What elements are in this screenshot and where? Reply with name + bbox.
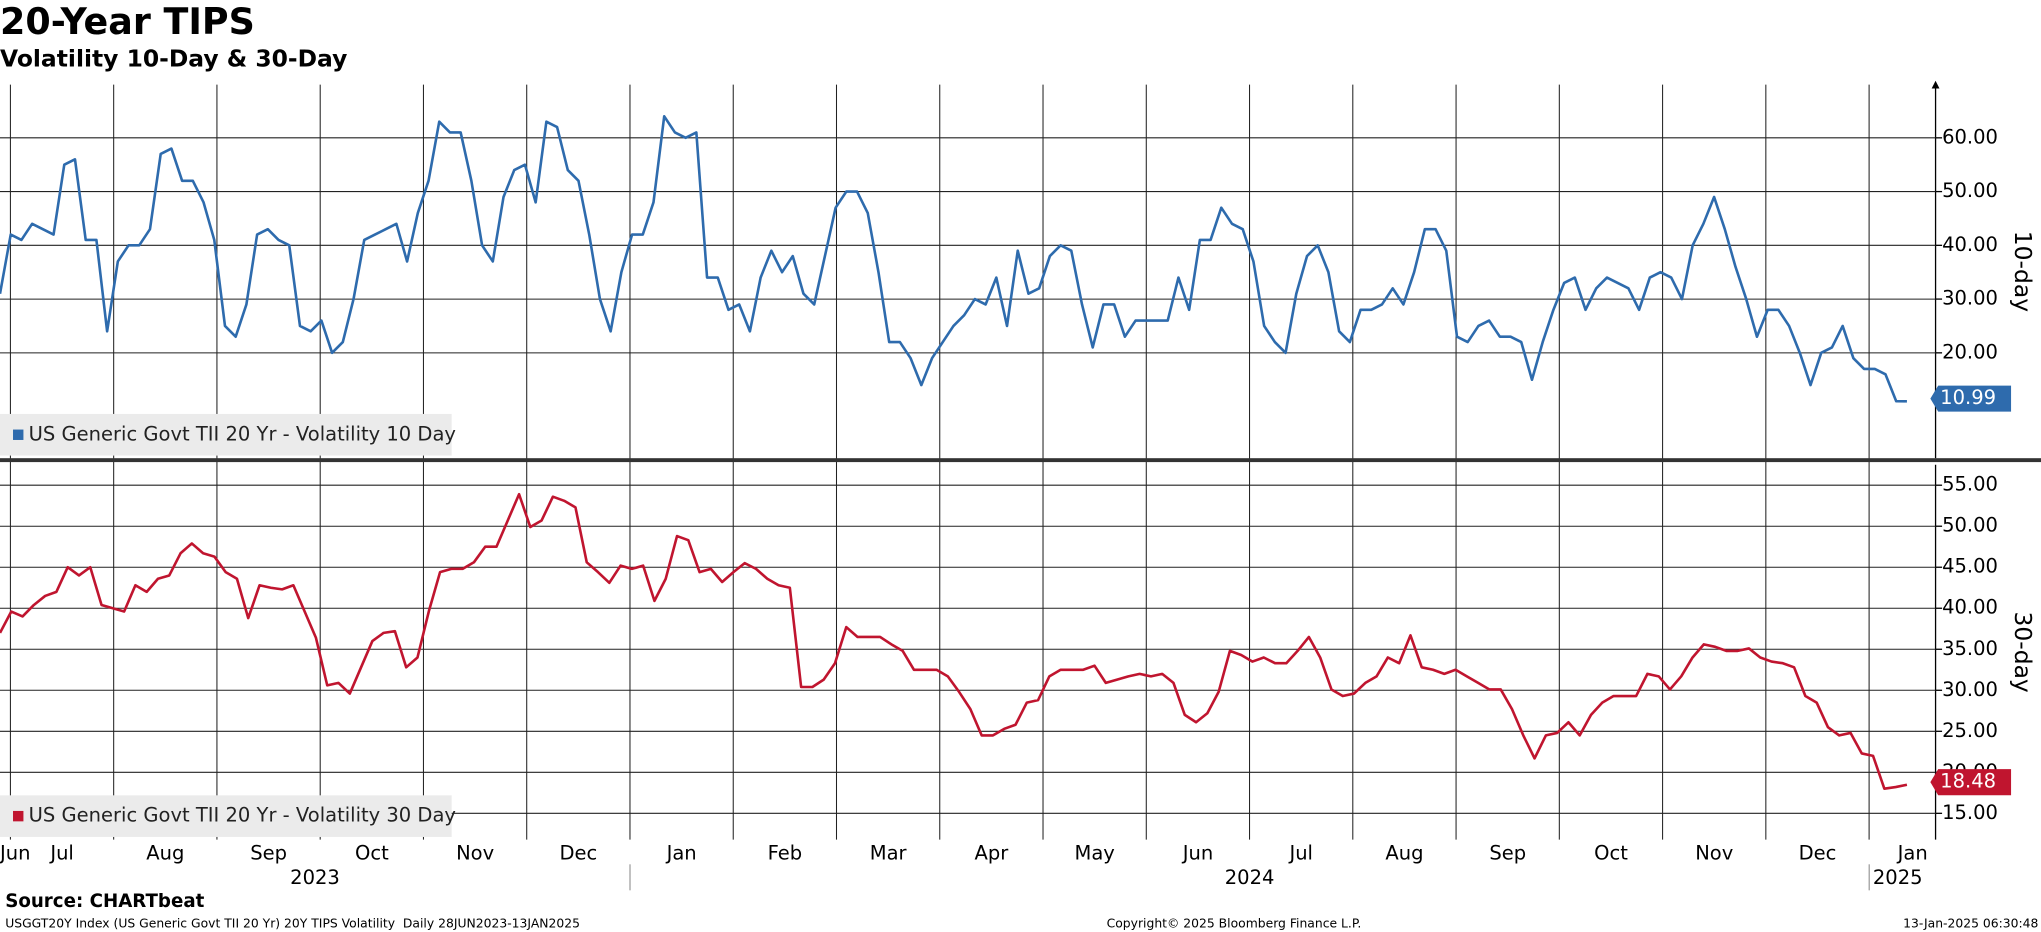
y-tick-label: 35.00	[1942, 637, 1998, 660]
x-tick-label: Oct	[355, 841, 389, 864]
x-tick-label: Sep	[250, 841, 287, 864]
x-tick-label: Aug	[1385, 841, 1423, 864]
y-axis-label: 30-day	[2009, 611, 2037, 692]
x-tick-label: Nov	[1695, 841, 1733, 864]
y-tick-label: 50.00	[1942, 514, 1998, 537]
y-tick-label: 60.00	[1942, 125, 1998, 148]
legend-background	[0, 795, 452, 837]
y-tick-label: 50.00	[1942, 179, 1998, 202]
x-tick-label: Aug	[146, 841, 184, 864]
source: Source: CHARTbeat	[5, 891, 204, 912]
chart-subtitle: Volatility 10-Day & 30-Day	[0, 44, 347, 72]
x-tick-label: Mar	[870, 841, 908, 864]
y-tick-label: 55.00	[1942, 473, 1998, 496]
y-tick-label: 25.00	[1942, 719, 1998, 742]
y-tick-label: 15.00	[1942, 801, 1998, 824]
x-tick-label: Dec	[1799, 841, 1837, 864]
y-axis-label: 10-day	[2009, 231, 2037, 312]
data-line	[0, 115, 1907, 403]
year-label: 2023	[290, 866, 340, 889]
x-tick-label: Jul	[48, 841, 74, 864]
x-tick-label: Jul	[1287, 841, 1313, 864]
last-value-box	[1930, 769, 2012, 796]
y-tick-label: 45.00	[1942, 555, 1998, 578]
x-tick-label: Feb	[768, 841, 803, 864]
footer-description: USGGT20Y Index (US Generic Govt TII 20 Y…	[5, 917, 580, 931]
y-tick-label: 30.00	[1942, 287, 1998, 310]
chart-title: 20-Year TIPS	[0, 0, 255, 43]
x-tick-label: Oct	[1594, 841, 1628, 864]
x-tick-label: Jan	[665, 841, 697, 864]
legend-swatch	[13, 810, 24, 822]
year-label: 2024	[1225, 866, 1275, 889]
last-value-label: 10.99	[1940, 386, 1996, 409]
last-value-box	[1930, 385, 2012, 412]
timestamp: 13-Jan-2025 06:30:48	[1903, 917, 2038, 931]
data-line	[0, 492, 1908, 791]
year-label: 2025	[1873, 866, 1923, 889]
x-tick-label: Apr	[975, 841, 1010, 864]
x-tick-label: Jun	[1181, 841, 1214, 864]
last-value-label: 18.48	[1940, 770, 1996, 793]
y-tick-label: 40.00	[1942, 596, 1998, 619]
x-tick-label: Nov	[456, 841, 494, 864]
panel-separator	[0, 458, 2041, 463]
x-tick-label: Dec	[560, 841, 598, 864]
x-tick-label: May	[1075, 841, 1115, 864]
y-tick-label: 20.00	[1942, 340, 1998, 363]
x-tick-label: Sep	[1489, 841, 1526, 864]
axis-arrow	[1931, 80, 1940, 89]
legend-label: US Generic Govt TII 20 Yr - Volatility 3…	[29, 804, 456, 827]
x-tick-label: Jun	[0, 841, 31, 864]
y-tick-label: 40.00	[1942, 233, 1998, 256]
copyright: Copyright© 2025 Bloomberg Finance L.P.	[1107, 917, 1362, 931]
x-tick-label: Jan	[1896, 841, 1928, 864]
legend-label: US Generic Govt TII 20 Yr - Volatility 1…	[29, 422, 456, 445]
y-tick-label: 30.00	[1942, 678, 1998, 701]
legend-background	[0, 413, 452, 456]
legend-swatch	[13, 429, 24, 440]
